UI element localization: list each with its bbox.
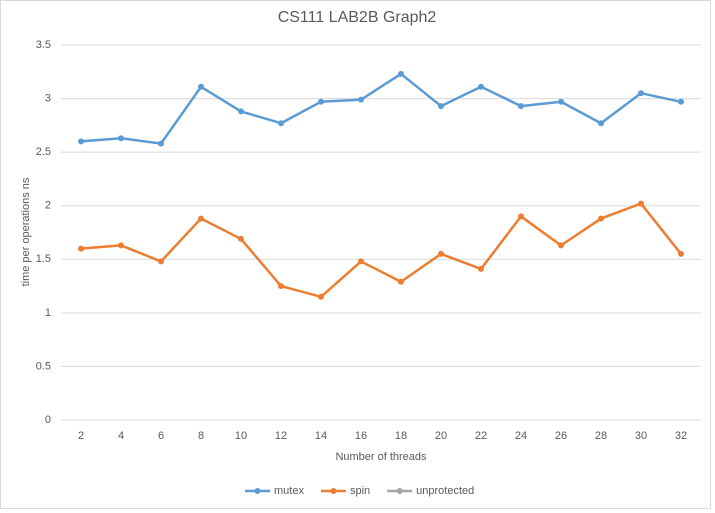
y-axis-label: time per operations ns (20, 177, 32, 286)
legend-marker (396, 488, 403, 494)
data-point (358, 96, 364, 103)
data-point (318, 293, 324, 300)
data-point (158, 258, 164, 265)
y-tick-label: 0 (45, 414, 51, 426)
y-tick-label: 1.5 (36, 253, 51, 265)
x-tick-label: 22 (475, 430, 487, 442)
x-tick-label: 6 (158, 430, 164, 442)
data-point (398, 278, 404, 285)
y-tick-label: 3.5 (36, 39, 51, 51)
data-point (158, 140, 164, 147)
data-point (358, 258, 364, 265)
data-point (678, 98, 684, 105)
x-tick-label: 14 (315, 430, 327, 442)
data-point (118, 242, 124, 249)
series-line (80, 72, 682, 145)
data-point (318, 98, 324, 105)
series-line (80, 202, 682, 299)
x-tick-label: 4 (118, 430, 124, 442)
data-point (198, 215, 204, 222)
data-point (638, 200, 644, 207)
y-tick-label: 0.5 (36, 360, 51, 372)
legend-label: mutex (274, 485, 304, 497)
data-point (558, 98, 564, 105)
x-tick-label: 2 (78, 430, 84, 442)
data-point (638, 90, 644, 97)
y-tick-label: 2 (45, 200, 51, 212)
x-tick-label: 30 (635, 430, 647, 442)
x-tick-label: 10 (235, 430, 247, 442)
x-tick-label: 12 (275, 430, 287, 442)
y-tick-label: 2.5 (36, 146, 51, 158)
data-point (278, 120, 284, 127)
x-tick-label: 28 (595, 430, 607, 442)
x-tick-label: 16 (355, 430, 367, 442)
data-point (198, 83, 204, 90)
data-point (558, 242, 564, 249)
data-point (598, 215, 604, 222)
x-tick-label: 20 (435, 430, 447, 442)
data-point (518, 103, 524, 110)
data-point (478, 83, 484, 90)
chart-title: CS111 LAB2B Graph2 (278, 9, 437, 26)
legend-marker (254, 488, 261, 494)
x-axis-label: Number of threads (335, 451, 427, 463)
data-point (438, 250, 444, 257)
data-point (598, 120, 604, 127)
data-point (238, 235, 244, 242)
data-point (678, 250, 684, 257)
legend-label: unprotected (416, 485, 474, 497)
x-tick-label: 24 (515, 430, 527, 442)
data-point (278, 283, 284, 290)
data-point (78, 245, 84, 252)
data-point (518, 213, 524, 220)
y-tick-label: 3 (45, 92, 51, 104)
data-point (78, 138, 84, 145)
x-tick-label: 8 (198, 430, 204, 442)
y-tick-label: 1 (45, 307, 51, 319)
legend-marker (330, 488, 337, 494)
data-point (398, 70, 404, 77)
data-point (438, 103, 444, 110)
x-tick-label: 18 (395, 430, 407, 442)
data-point (118, 135, 124, 142)
x-tick-label: 26 (555, 430, 567, 442)
legend-label: spin (350, 485, 370, 497)
data-point (478, 265, 484, 272)
data-point (238, 108, 244, 115)
x-tick-label: 32 (675, 430, 687, 442)
